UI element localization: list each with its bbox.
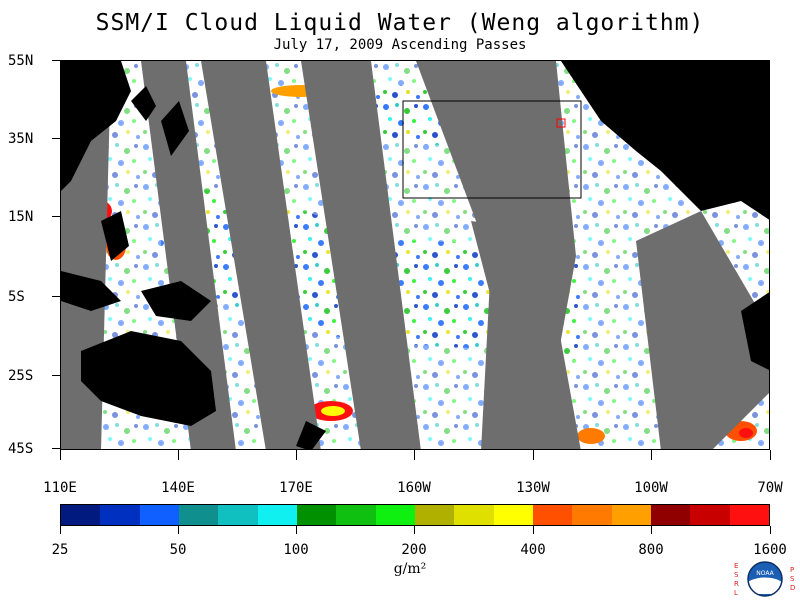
latitude-tick — [52, 216, 60, 217]
colorbar-label: 25 — [51, 542, 69, 558]
logo-letter: L — [734, 589, 738, 597]
colorbar-label: 1600 — [753, 542, 787, 558]
longitude-label: 140E — [161, 480, 195, 496]
longitude-tick — [414, 450, 415, 460]
colorbar-segment — [690, 505, 730, 525]
logo-letter: D — [790, 584, 796, 592]
map-panel — [60, 60, 770, 450]
latitude-label: 15N — [8, 209, 34, 225]
colorbar-label: 100 — [283, 542, 309, 558]
colorbar-segment — [650, 505, 691, 525]
map-title: SSM/I Cloud Liquid Water (Weng algorithm… — [95, 10, 705, 36]
logo-letter: S — [790, 575, 795, 583]
colorbar-segment — [375, 505, 415, 525]
longitude-tick — [178, 450, 179, 460]
latitude-tick — [52, 375, 60, 376]
cloud-water-map — [61, 61, 769, 449]
longitude-label: 100W — [634, 480, 668, 496]
colorbar-segment — [218, 505, 258, 525]
logo-letter: S — [734, 571, 739, 579]
colorbar-segment — [572, 505, 612, 525]
longitude-tick — [770, 450, 771, 460]
longitude-label: 110E — [43, 480, 77, 496]
colorbar-segment — [178, 505, 219, 525]
noaa-emblem-icon: NOAA — [747, 561, 783, 597]
latitude-tick — [52, 448, 60, 449]
satellite-swath-gaps — [61, 61, 769, 449]
colorbar-tick — [651, 526, 652, 534]
colorbar-segment — [493, 505, 533, 525]
colorbar-units: g/m² — [393, 561, 427, 577]
colorbar-segment — [532, 505, 573, 525]
noaa-emblem-text: NOAA — [756, 570, 774, 577]
longitude-tick — [533, 450, 534, 460]
colorbar-tick — [60, 526, 61, 534]
colorbar-tick — [414, 526, 415, 534]
colorbar-label: 400 — [520, 542, 546, 558]
logo-letter: E — [734, 562, 739, 570]
colorbar-segment — [296, 505, 337, 525]
colorbar-segment — [611, 505, 651, 525]
latitude-label: 5S — [8, 289, 25, 305]
colorbar — [60, 504, 770, 526]
colorbar-segment — [454, 505, 494, 525]
colorbar-tick — [533, 526, 534, 534]
latitude-label: 25S — [8, 368, 34, 384]
longitude-tick — [296, 450, 297, 460]
colorbar-label: 200 — [401, 542, 427, 558]
colorbar-segment — [414, 505, 455, 525]
colorbar-segment — [61, 505, 101, 525]
colorbar-segment — [139, 505, 179, 525]
colorbar-label: 800 — [638, 542, 664, 558]
colorbar-label: 50 — [169, 542, 187, 558]
colorbar-tick — [296, 526, 297, 534]
latitude-tick — [52, 60, 60, 61]
colorbar-segment — [257, 505, 297, 525]
annotation-box — [402, 100, 582, 199]
longitude-label: 160W — [397, 480, 431, 496]
longitude-tick — [651, 450, 652, 460]
map-subtitle: July 17, 2009 Ascending Passes — [273, 37, 527, 53]
latitude-tick — [52, 296, 60, 297]
logo-letter: R — [734, 580, 739, 588]
logo-letter: P — [790, 566, 795, 574]
colorbar-segment — [100, 505, 140, 525]
colorbar-segment — [336, 505, 376, 525]
landmasses — [61, 61, 769, 449]
latitude-label: 45S — [8, 441, 34, 457]
latitude-label: 55N — [8, 53, 34, 69]
longitude-label: 170E — [279, 480, 313, 496]
latitude-tick — [52, 138, 60, 139]
colorbar-segment — [729, 505, 769, 525]
colorbar-tick — [770, 526, 771, 534]
longitude-tick — [60, 450, 61, 460]
colorbar-tick — [178, 526, 179, 534]
latitude-label: 35N — [8, 131, 34, 147]
longitude-label: 70W — [757, 480, 783, 496]
longitude-label: 130W — [516, 480, 550, 496]
